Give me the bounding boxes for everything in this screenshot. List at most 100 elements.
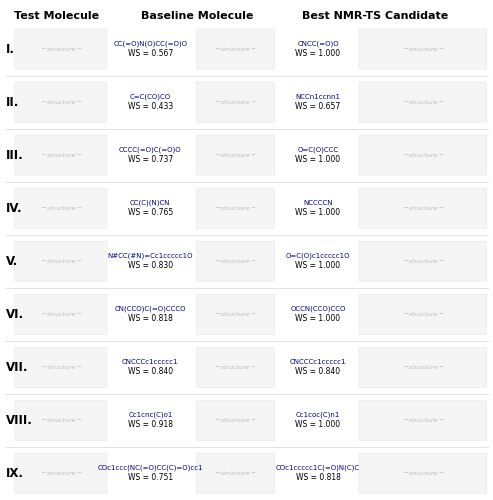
FancyBboxPatch shape bbox=[196, 29, 275, 69]
Text: ─ structure ─: ─ structure ─ bbox=[41, 152, 81, 158]
Text: WS = 0.840: WS = 0.840 bbox=[128, 367, 173, 376]
FancyBboxPatch shape bbox=[196, 400, 275, 440]
Text: WS = 0.840: WS = 0.840 bbox=[295, 367, 341, 376]
Text: ─ structure ─: ─ structure ─ bbox=[41, 100, 81, 104]
FancyBboxPatch shape bbox=[359, 29, 487, 69]
Text: WS = 1.000: WS = 1.000 bbox=[295, 314, 341, 323]
Text: II.: II. bbox=[6, 96, 19, 108]
Text: NCCCCN: NCCCCN bbox=[303, 200, 333, 206]
Text: Test Molecule: Test Molecule bbox=[14, 11, 99, 21]
FancyBboxPatch shape bbox=[359, 135, 487, 175]
Text: N#CC(#N)=Cc1ccccc1O: N#CC(#N)=Cc1ccccc1O bbox=[107, 252, 193, 259]
Text: ─ structure ─: ─ structure ─ bbox=[403, 471, 443, 476]
Text: ─ structure ─: ─ structure ─ bbox=[215, 152, 255, 158]
Text: CCCC(=O)C(=O)O: CCCC(=O)C(=O)O bbox=[119, 146, 182, 153]
Text: CC(C)(N)CN: CC(C)(N)CN bbox=[130, 200, 171, 206]
FancyBboxPatch shape bbox=[15, 29, 107, 69]
FancyBboxPatch shape bbox=[15, 241, 107, 282]
FancyBboxPatch shape bbox=[15, 188, 107, 228]
Text: WS = 0.818: WS = 0.818 bbox=[295, 473, 341, 482]
FancyBboxPatch shape bbox=[196, 294, 275, 335]
Text: ─ structure ─: ─ structure ─ bbox=[403, 312, 443, 317]
Text: NCCn1ccnn1: NCCn1ccnn1 bbox=[295, 94, 341, 100]
FancyBboxPatch shape bbox=[359, 454, 487, 494]
Text: WS = 1.000: WS = 1.000 bbox=[295, 208, 341, 217]
FancyBboxPatch shape bbox=[196, 188, 275, 228]
Text: WS = 0.818: WS = 0.818 bbox=[128, 314, 173, 323]
FancyBboxPatch shape bbox=[196, 135, 275, 175]
Text: WS = 0.657: WS = 0.657 bbox=[295, 102, 341, 111]
FancyBboxPatch shape bbox=[196, 82, 275, 122]
Text: ─ structure ─: ─ structure ─ bbox=[403, 259, 443, 264]
Text: ─ structure ─: ─ structure ─ bbox=[215, 46, 255, 52]
Text: Baseline Molecule: Baseline Molecule bbox=[141, 11, 253, 21]
FancyBboxPatch shape bbox=[15, 135, 107, 175]
Text: ─ structure ─: ─ structure ─ bbox=[403, 365, 443, 370]
FancyBboxPatch shape bbox=[15, 454, 107, 494]
Text: CNCCCc1ccccc1: CNCCCc1ccccc1 bbox=[290, 359, 346, 365]
Text: CNCC(=O)O: CNCC(=O)O bbox=[297, 40, 339, 47]
FancyBboxPatch shape bbox=[359, 188, 487, 228]
Text: WS = 0.567: WS = 0.567 bbox=[128, 49, 173, 58]
Text: O=C(O)c1ccccc1O: O=C(O)c1ccccc1O bbox=[286, 252, 350, 259]
Text: OCCN(CCO)CCO: OCCN(CCO)CCO bbox=[290, 306, 346, 312]
Text: ─ structure ─: ─ structure ─ bbox=[215, 418, 255, 423]
Text: CC(=O)N(O)CC(=O)O: CC(=O)N(O)CC(=O)O bbox=[113, 40, 187, 47]
Text: III.: III. bbox=[6, 148, 24, 162]
Text: ─ structure ─: ─ structure ─ bbox=[41, 471, 81, 476]
Text: ─ structure ─: ─ structure ─ bbox=[215, 100, 255, 104]
Text: WS = 0.751: WS = 0.751 bbox=[128, 473, 173, 482]
Text: CNCCCc1ccccc1: CNCCCc1ccccc1 bbox=[122, 359, 178, 365]
FancyBboxPatch shape bbox=[359, 82, 487, 122]
Text: WS = 1.000: WS = 1.000 bbox=[295, 155, 341, 164]
Text: WS = 1.000: WS = 1.000 bbox=[295, 261, 341, 270]
Text: WS = 1.000: WS = 1.000 bbox=[295, 49, 341, 58]
Text: Best NMR-TS Candidate: Best NMR-TS Candidate bbox=[302, 11, 448, 21]
FancyBboxPatch shape bbox=[196, 454, 275, 494]
Text: VI.: VI. bbox=[6, 308, 24, 321]
Text: COc1ccc(NC(=O)CC(C)=O)cc1: COc1ccc(NC(=O)CC(C)=O)cc1 bbox=[98, 465, 203, 471]
Text: COc1ccccc1C(=O)N(C)C: COc1ccccc1C(=O)N(C)C bbox=[276, 465, 360, 471]
FancyBboxPatch shape bbox=[196, 348, 275, 388]
FancyBboxPatch shape bbox=[359, 241, 487, 282]
Text: ─ structure ─: ─ structure ─ bbox=[403, 46, 443, 52]
Text: CN(CCO)C(=O)CCCO: CN(CCO)C(=O)CCCO bbox=[114, 306, 186, 312]
Text: ─ structure ─: ─ structure ─ bbox=[215, 365, 255, 370]
Text: Cc1coc(C)n1: Cc1coc(C)n1 bbox=[296, 412, 340, 418]
Text: O=C(O)CCC: O=C(O)CCC bbox=[297, 146, 339, 153]
Text: ─ structure ─: ─ structure ─ bbox=[403, 100, 443, 104]
Text: ─ structure ─: ─ structure ─ bbox=[215, 259, 255, 264]
FancyBboxPatch shape bbox=[15, 82, 107, 122]
Text: I.: I. bbox=[6, 42, 15, 56]
Text: VIII.: VIII. bbox=[6, 414, 33, 427]
Text: VII.: VII. bbox=[6, 361, 29, 374]
Text: ─ structure ─: ─ structure ─ bbox=[403, 418, 443, 423]
Text: WS = 0.737: WS = 0.737 bbox=[128, 155, 173, 164]
Text: WS = 1.000: WS = 1.000 bbox=[295, 420, 341, 429]
FancyBboxPatch shape bbox=[359, 294, 487, 335]
Text: ─ structure ─: ─ structure ─ bbox=[403, 206, 443, 210]
Text: ─ structure ─: ─ structure ─ bbox=[41, 312, 81, 317]
Text: ─ structure ─: ─ structure ─ bbox=[41, 259, 81, 264]
Text: WS = 0.918: WS = 0.918 bbox=[128, 420, 173, 429]
Text: WS = 0.433: WS = 0.433 bbox=[128, 102, 173, 111]
Text: ─ structure ─: ─ structure ─ bbox=[215, 471, 255, 476]
Text: V.: V. bbox=[6, 254, 18, 268]
Text: ─ structure ─: ─ structure ─ bbox=[41, 418, 81, 423]
Text: IV.: IV. bbox=[6, 202, 23, 214]
Text: WS = 0.830: WS = 0.830 bbox=[128, 261, 173, 270]
Text: IX.: IX. bbox=[6, 467, 24, 480]
Text: ─ structure ─: ─ structure ─ bbox=[215, 312, 255, 317]
FancyBboxPatch shape bbox=[196, 241, 275, 282]
Text: ─ structure ─: ─ structure ─ bbox=[41, 365, 81, 370]
Text: ─ structure ─: ─ structure ─ bbox=[41, 46, 81, 52]
FancyBboxPatch shape bbox=[359, 400, 487, 440]
FancyBboxPatch shape bbox=[359, 348, 487, 388]
Text: ─ structure ─: ─ structure ─ bbox=[403, 152, 443, 158]
FancyBboxPatch shape bbox=[15, 294, 107, 335]
FancyBboxPatch shape bbox=[15, 348, 107, 388]
Text: Cc1cnc(C)o1: Cc1cnc(C)o1 bbox=[128, 412, 173, 418]
Text: C=C(CO)CO: C=C(CO)CO bbox=[130, 94, 171, 100]
Text: ─ structure ─: ─ structure ─ bbox=[215, 206, 255, 210]
Text: WS = 0.765: WS = 0.765 bbox=[128, 208, 173, 217]
